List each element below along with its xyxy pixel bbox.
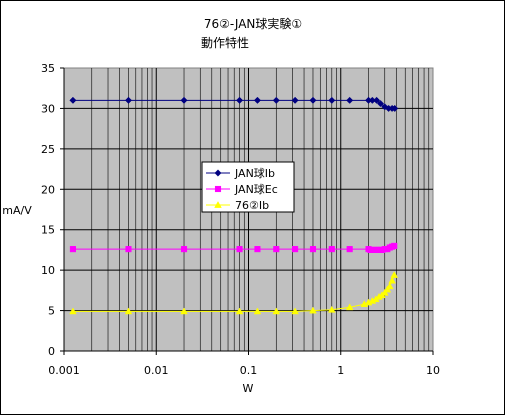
legend-label: JAN球Ib (234, 166, 275, 180)
series-3-point (124, 307, 133, 315)
series-3-point (253, 307, 262, 315)
series-1-point (69, 96, 77, 104)
series-1-point (373, 96, 381, 104)
series-2-point (254, 246, 261, 253)
legend-entry-3: 76②Ib (206, 199, 269, 212)
chart-title: 76②-JAN球実験① (204, 16, 302, 31)
y-tick-label: 5 (48, 305, 55, 318)
legend-label: JAN球Ec (234, 182, 278, 196)
series-1-point (291, 96, 299, 104)
series-2-point (309, 246, 317, 253)
legend-swatch-marker (214, 169, 222, 177)
series-1-point (328, 96, 336, 104)
series-3-point (69, 307, 77, 315)
series-3-point (272, 307, 281, 315)
series-1-point (236, 96, 244, 104)
series-1 (69, 96, 399, 112)
series-1-point (391, 104, 399, 112)
x-tick-label: 0.1 (240, 364, 258, 377)
x-tick-label: 0.001 (48, 364, 80, 377)
y-tick-label: 25 (41, 143, 55, 156)
x-axis-title: W (243, 382, 254, 395)
x-tick-label: 0.01 (144, 364, 169, 377)
legend-label: 76②Ib (235, 199, 269, 212)
series-1-point (180, 96, 188, 104)
series-1-point (376, 100, 385, 108)
chart-subtitle: 動作特性 (201, 35, 249, 50)
series-3-point (327, 305, 336, 313)
series-3-point (235, 307, 244, 315)
series-1-point (346, 96, 354, 104)
legend-swatch-marker (214, 201, 222, 208)
y-tick-label: 15 (41, 224, 55, 237)
series-3-point (309, 306, 317, 314)
series-layer (69, 96, 399, 315)
series-1-point (309, 96, 317, 104)
y-axis-title: mA/V (2, 204, 32, 217)
legend-entry-1: JAN球Ib (206, 166, 275, 180)
series-3-point (385, 282, 394, 290)
series-3 (69, 271, 399, 315)
series-1-point (253, 96, 261, 104)
series-2-point (292, 246, 299, 253)
series-3-point (345, 303, 354, 311)
series-2-point (69, 246, 76, 253)
series-2-point (328, 246, 335, 253)
y-tick-label: 20 (41, 183, 55, 196)
legend-swatch-marker (214, 185, 222, 193)
series-3-point (388, 276, 396, 284)
x-tick-label: 1 (337, 364, 344, 377)
series-2 (69, 242, 398, 253)
y-tick-label: 0 (48, 345, 55, 358)
series-2-point (236, 246, 243, 253)
series-1-point (124, 96, 133, 104)
series-2-point (125, 246, 132, 253)
series-2-point (346, 246, 353, 253)
y-tick-label: 30 (41, 102, 55, 115)
series-2-point (180, 246, 188, 253)
y-tick-label: 35 (41, 62, 55, 75)
series-2-point (391, 242, 398, 249)
series-3-point (390, 271, 399, 278)
axes: 0 5 10 15 20 25 30 35 0.001 0.01 0.1 1 10 (41, 62, 440, 377)
series-3-point (180, 307, 188, 315)
series-2-point (273, 246, 280, 253)
x-tick-label: 10 (426, 364, 440, 377)
series-1-point (272, 96, 280, 104)
y-tick-label: 10 (41, 264, 55, 277)
legend: JAN球Ib JAN球Ec 76②Ib (201, 161, 295, 213)
series-3-point (291, 307, 299, 315)
legend-entry-2: JAN球Ec (206, 182, 278, 196)
